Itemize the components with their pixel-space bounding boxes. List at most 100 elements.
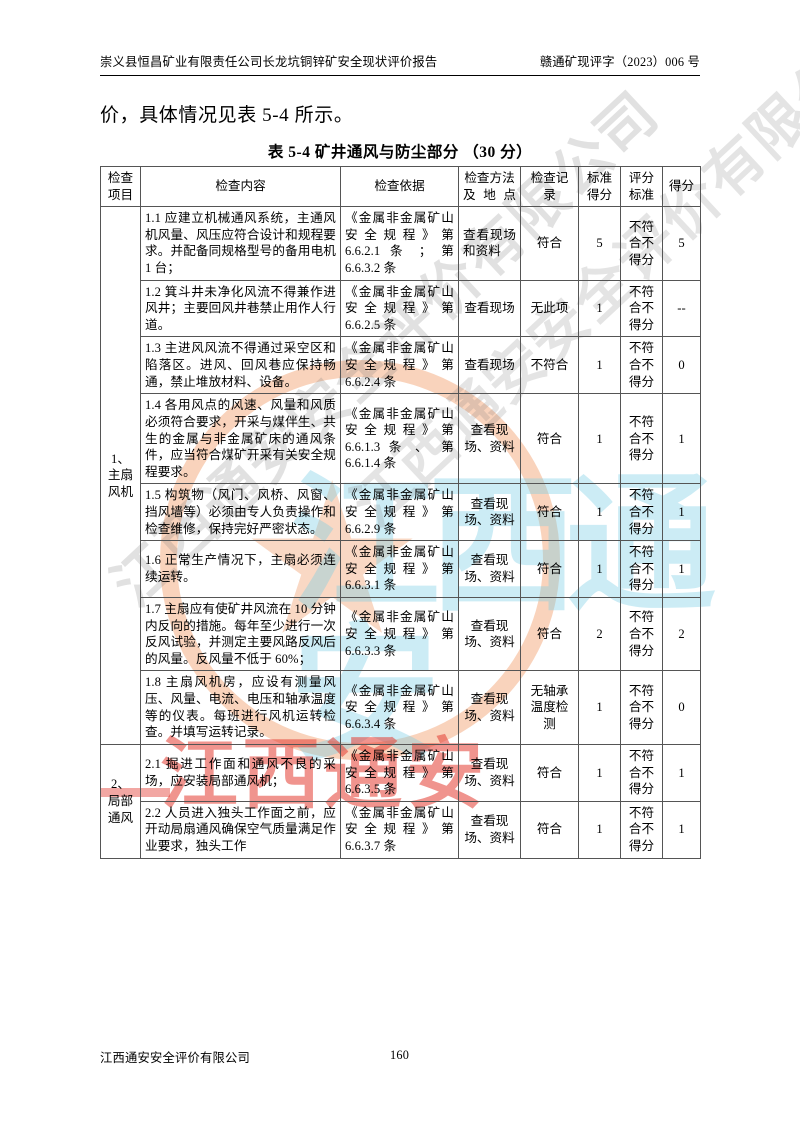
cell-basis: 《金属非金属矿山安全规程》第 6.6.3.5 条 [340, 743, 459, 802]
row-group-project-1: 1、 主扇 风机 [100, 206, 141, 745]
cell-standard-points: 2 [578, 597, 621, 672]
footer-company: 江西通安安全评价有限公司 [100, 1051, 250, 1065]
cell-score: 1 [662, 800, 701, 859]
cell-record: 符合 [520, 540, 579, 599]
table-row: 1.3 主进风风流不得通过采空区和陷落区。进风、回风巷应保持畅通，禁止堆放材料、… [101, 336, 701, 395]
cell-score: 1 [662, 393, 701, 485]
column-header-method: 检查方法及地点 [458, 165, 521, 208]
cell-standard-points: 1 [578, 540, 621, 599]
cell-criteria: 不符 合不 得分 [620, 393, 663, 485]
column-header-content: 检查内容 [140, 165, 341, 208]
cell-record: 符合 [520, 800, 579, 859]
column-header-basis: 检查依据 [340, 165, 459, 208]
cell-basis: 《金属非金属矿山安全规程》第 6.6.3.1 条 [340, 540, 459, 599]
table-row: 1.6 正常生产情况下，主扇必须连续运转。 《金属非金属矿山安全规程》第 6.6.… [101, 540, 701, 599]
table-row: 2、 局部 通风 2.1 掘进工作面和通风不良的采场，应安装局部通风机； 《金属非金属矿… [100, 743, 701, 859]
column-header-criteria: 评分标准 [620, 165, 663, 208]
cell-criteria: 不符 合不 得分 [620, 800, 663, 859]
cell-method: 查看现场、资料 [458, 393, 521, 485]
cell-score: 1 [662, 743, 701, 802]
cell-score: 5 [662, 206, 701, 281]
cell-criteria: 不符 合不 得分 [620, 597, 663, 672]
cell-score: 0 [662, 670, 701, 745]
cell-record: 不符合 [520, 336, 579, 395]
cell-criteria: 不符 合不 得分 [620, 670, 663, 745]
cell-standard-points: 5 [578, 206, 621, 281]
cell-record: 符合 [520, 206, 579, 281]
cell-content: 1.1 应建立机械通风系统，主通风机风量、风压应符合设计和规程要求。并配备同规格… [140, 206, 341, 281]
cell-content: 1.6 正常生产情况下，主扇必须连续运转。 [140, 540, 341, 599]
cell-basis: 《金属非金属矿山安全规程》第 6.6.3.4 条 [340, 670, 459, 745]
table-row: 1.4 各用风点的风速、风量和风质必须符合要求，开采与煤伴生、共生的金属与非金属… [101, 393, 701, 485]
cell-criteria: 不符 合不 得分 [620, 336, 663, 395]
cell-standard-points: 1 [578, 393, 621, 485]
cell-standard-points: 1 [578, 743, 621, 802]
cell-content: 1.8 主扇风机房，应设有测量风压、风量、电流、电压和轴承温度等的仪表。每班进行… [140, 670, 341, 745]
cell-record: 无此项 [520, 279, 579, 338]
cell-criteria: 不符 合不 得分 [620, 483, 663, 542]
cell-criteria: 不符 合不 得分 [620, 206, 663, 281]
cell-basis: 《金属非金属矿山安全规程》第 6.6.3.3 条 [340, 597, 459, 672]
table-row: 1.7 主扇应有使矿井风流在 10 分钟内反向的措施。每年至少进行一次反风试验，… [101, 597, 701, 672]
row-group-project-2: 2、 局部 通风 [100, 743, 141, 859]
cell-standard-points: 1 [578, 800, 621, 859]
cell-content: 1.3 主进风风流不得通过采空区和陷落区。进风、回风巷应保持畅通，禁止堆放材料、… [140, 336, 341, 395]
cell-score: 1 [662, 540, 701, 599]
cell-method: 查看现场、资料 [458, 800, 521, 859]
running-header-doc-code: 赣通矿现评字（2023）006 号 [539, 55, 700, 69]
table-row: 1、 主扇 风机 1.1 应建立机械通风系统，主通风机风量、风压应符合设计和规程要求。… [100, 206, 701, 745]
cell-basis: 《金属非金属矿山安全规程》第 6.6.2.4 条 [340, 336, 459, 395]
cell-standard-points: 1 [578, 670, 621, 745]
cell-basis: 《金属非金属矿山安全规程》第 6.6.2.9 条 [340, 483, 459, 542]
table-row: 1.2 箕斗井未净化风流不得兼作进风井；主要回风井巷禁止用作人行道。 《金属非金属… [101, 279, 701, 338]
cell-score: 1 [662, 483, 701, 542]
cell-basis: 《金属非金属矿山安全规程》第 6.6.3.7 条 [340, 800, 459, 859]
inspection-table: 检查项目 检查内容 检查依据 检查方法及地点 检查记录 标准得分 评分标准 得分… [100, 165, 701, 859]
column-header-score: 得分 [662, 165, 701, 208]
cell-standard-points: 1 [578, 336, 621, 395]
cell-criteria: 不符 合不 得分 [620, 540, 663, 599]
cell-basis: 《金属非金属矿山安全规程》第 6.6.2.5 条 [340, 279, 459, 338]
cell-criteria: 不符 合不 得分 [620, 743, 663, 802]
cell-method: 查看现场、资料 [458, 597, 521, 672]
running-header: 崇义县恒昌矿业有限责任公司长龙坑铜锌矿安全现状评价报告 赣通矿现评字（2023）… [100, 52, 700, 76]
cell-content: 1.2 箕斗井未净化风流不得兼作进风井；主要回风井巷禁止用作人行道。 [140, 279, 341, 338]
lead-paragraph: 价，具体情况见表 5-4 所示。 [100, 105, 354, 126]
cell-standard-points: 1 [578, 483, 621, 542]
table-header: 检查项目 检查内容 检查依据 检查方法及地点 检查记录 标准得分 评分标准 得分 [100, 165, 701, 208]
cell-standard-points: 1 [578, 279, 621, 338]
cell-method: 查看现场 [458, 336, 521, 395]
cell-score: -- [662, 279, 701, 338]
cell-record: 符合 [520, 483, 579, 542]
cell-record: 符合 [520, 393, 579, 485]
table-row: 1.5 构筑物（风门、风桥、风窗、挡风墙等）必须由专人负责操作和检查维修，保持完… [101, 483, 701, 542]
table-body: 1、 主扇 风机 1.1 应建立机械通风系统，主通风机风量、风压应符合设计和规程要求。… [100, 206, 701, 859]
cell-content: 1.7 主扇应有使矿井风流在 10 分钟内反向的措施。每年至少进行一次反风试验，… [140, 597, 341, 672]
table-caption: 表 5-4 矿井通风与防尘部分 （30 分） [267, 144, 533, 161]
table-row: 1.8 主扇风机房，应设有测量风压、风量、电流、电压和轴承温度等的仪表。每班进行… [101, 670, 701, 745]
column-header-standard-points: 标准得分 [578, 165, 621, 208]
cell-method: 查看现场、资料 [458, 483, 521, 542]
cell-method: 查看现场、资料 [458, 670, 521, 745]
cell-criteria: 不符 合不 得分 [620, 279, 663, 338]
cell-method: 查看现场、资料 [458, 540, 521, 599]
running-header-title: 崇义县恒昌矿业有限责任公司长龙坑铜锌矿安全现状评价报告 [100, 55, 438, 69]
cell-score: 2 [662, 597, 701, 672]
cell-method: 查看现场和资料 [458, 206, 521, 281]
cell-method: 查看现场 [458, 279, 521, 338]
cell-content: 2.1 掘进工作面和通风不良的采场，应安装局部通风机； [140, 743, 341, 802]
column-header-record: 检查记录 [520, 165, 579, 208]
cell-basis: 《金属非金属矿山安全规程》第 6.6.2.1 条 ； 第 6.6.3.2 条 [340, 206, 459, 281]
cell-basis: 《金属非金属矿山安全规程》第 6.6.1.3 条 、 第 6.6.1.4 条 [340, 393, 459, 485]
cell-record: 符合 [520, 743, 579, 802]
cell-content: 1.4 各用风点的风速、风量和风质必须符合要求，开采与煤伴生、共生的金属与非金属… [140, 393, 341, 485]
column-header-project: 检查项目 [100, 165, 141, 208]
cell-record: 符合 [520, 597, 579, 672]
cell-record: 无轴承温度检测 [520, 670, 579, 745]
cell-method: 查看现场、资料 [458, 743, 521, 802]
table-row: 2.2 人员进入独头工作面之前，应开动局扇通风确保空气质量满足作业要求，独头工作… [101, 800, 701, 859]
cell-content: 2.2 人员进入独头工作面之前，应开动局扇通风确保空气质量满足作业要求，独头工作 [140, 800, 341, 859]
cell-content: 1.5 构筑物（风门、风桥、风窗、挡风墙等）必须由专人负责操作和检查维修，保持完… [140, 483, 341, 542]
